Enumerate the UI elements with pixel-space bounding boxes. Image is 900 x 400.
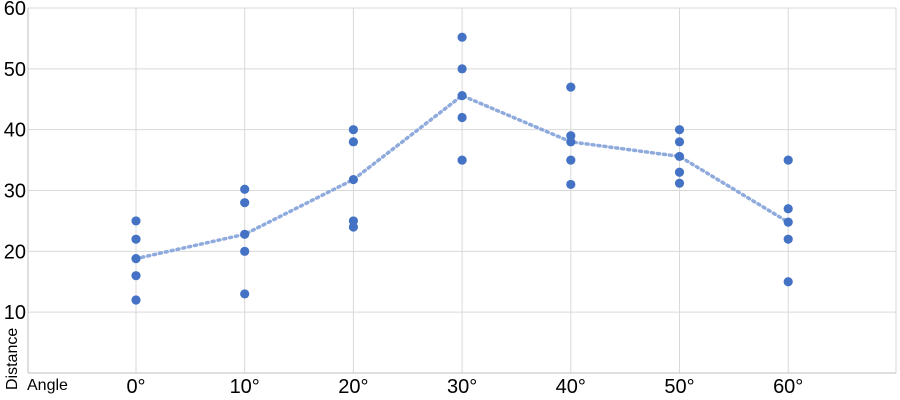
data-point (783, 234, 793, 244)
data-point (783, 155, 793, 165)
y-tick-label: 20 (4, 241, 26, 263)
y-tick-label: 60 (4, 0, 26, 20)
y-tick-label: 30 (4, 181, 26, 203)
x-tick-labels: 0° 10° 20° 30° 40° 50° 60° (126, 376, 803, 398)
data-point (131, 271, 141, 281)
data-point (674, 151, 685, 162)
data-point (674, 125, 685, 135)
data-point (348, 174, 358, 185)
data-point (131, 234, 141, 244)
grid-lines (28, 7, 896, 373)
data-point (240, 198, 250, 208)
x-tick-label: 50° (664, 376, 694, 398)
data-point (240, 229, 250, 239)
data-point (240, 246, 250, 256)
data-point (131, 254, 141, 264)
data-point (674, 178, 685, 188)
data-point (240, 289, 250, 299)
x-tick-label: 60° (773, 376, 803, 398)
data-point (783, 204, 793, 214)
data-point (783, 217, 793, 227)
data-point (566, 155, 576, 165)
data-point (566, 137, 576, 147)
data-point (674, 167, 685, 177)
y-tick-label: 10 (4, 302, 26, 324)
data-point (240, 184, 250, 194)
data-point (566, 82, 576, 92)
data-points (131, 32, 793, 305)
axes (27, 8, 897, 374)
y-tick-labels: 10 20 30 40 50 60 (4, 0, 26, 324)
data-point (131, 295, 141, 305)
y-tick-label: 50 (4, 59, 26, 81)
x-tick-label: 40° (556, 376, 586, 398)
x-tick-label: 0° (126, 376, 145, 398)
data-point (566, 179, 576, 190)
y-tick-label: 40 (4, 120, 26, 142)
x-tick-label: 10° (230, 376, 260, 398)
data-point (783, 277, 793, 287)
data-point (457, 32, 467, 42)
x-tick-label: 30° (447, 376, 477, 398)
data-point (457, 112, 467, 123)
data-point (457, 155, 467, 165)
data-point (348, 137, 358, 147)
data-point (457, 91, 467, 101)
x-tick-label: 20° (338, 376, 368, 398)
x-axis-label: Angle (27, 377, 68, 394)
data-point (457, 64, 467, 74)
data-point (348, 125, 358, 135)
data-point (674, 137, 685, 147)
data-point (131, 216, 141, 226)
data-point (348, 222, 358, 232)
y-axis-label: Distance (4, 328, 21, 390)
